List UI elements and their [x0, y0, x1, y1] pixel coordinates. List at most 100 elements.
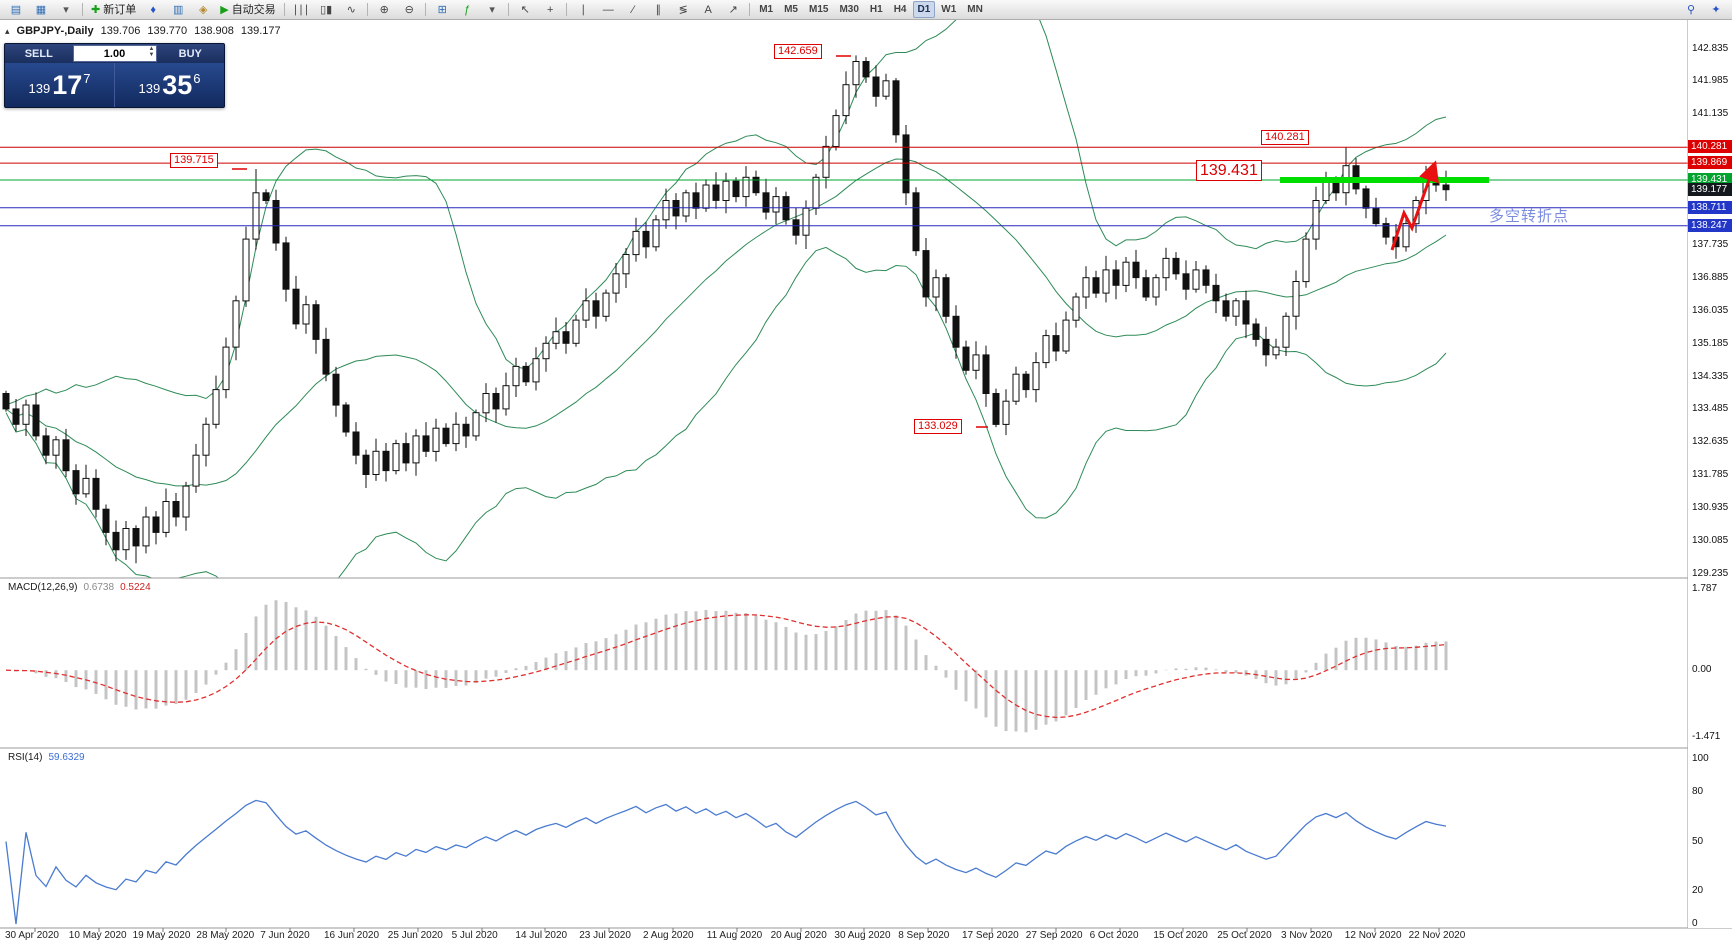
text-label-icon: A — [704, 3, 712, 16]
toolbar-separator — [367, 3, 369, 16]
autotrade-button[interactable]: ▶ 自动交易 — [216, 1, 279, 19]
price-axis-label: 130.935 — [1692, 502, 1729, 513]
price-axis-label: 129.235 — [1692, 568, 1729, 579]
candlestick-chart-icon[interactable]: ▯▮ — [314, 1, 338, 19]
price-axis-label: 136.885 — [1692, 272, 1729, 283]
price-callout-label[interactable]: 133.029 — [914, 419, 962, 434]
profiles-caret-icon: ▾ — [63, 3, 69, 16]
price-axis[interactable]: 142.835 141.985 141.135 137.735 136.885 136.0… — [1688, 0, 1732, 929]
indicators-icon[interactable]: ƒ — [455, 1, 479, 19]
date-axis-label: 17 Sep 2020 — [962, 930, 1019, 941]
buy-button[interactable]: 139 35 6 — [115, 63, 224, 107]
tile-windows-icon: ⊞ — [437, 3, 447, 16]
arrows-icon[interactable]: ↗ — [721, 1, 745, 19]
timeframe-button-m5[interactable]: M5 — [784, 4, 798, 15]
chart-settings-icon[interactable]: ✦ — [1704, 1, 1728, 19]
buy-header[interactable]: BUY — [178, 47, 202, 60]
timeframe-button-m1[interactable]: M1 — [759, 4, 774, 15]
trend-arrow[interactable] — [1390, 160, 1439, 251]
price-axis-chip: 139.869 — [1688, 156, 1732, 169]
crosshair-icon[interactable]: + — [538, 1, 562, 19]
data-window-icon[interactable]: ▥ — [166, 1, 190, 19]
navigator-icon[interactable]: ◈ — [191, 1, 215, 19]
chart-profiles-icon[interactable]: ▦ — [29, 1, 53, 19]
market-watch-icon: ♦ — [150, 3, 157, 16]
price-axis-label: 132.635 — [1692, 436, 1729, 447]
price-axis-label: 131.785 — [1692, 469, 1729, 480]
macd-axis-label: -1.471 — [1692, 731, 1721, 742]
trendline-icon[interactable]: ∕ — [621, 1, 645, 19]
profiles-caret-icon[interactable]: ▾ — [54, 1, 78, 19]
horizontal-line-icon[interactable]: ― — [596, 1, 620, 19]
tile-windows-icon[interactable]: ⊞ — [430, 1, 454, 19]
price-axis-label: 136.035 — [1692, 305, 1729, 316]
price-axis-label: 142.835 — [1692, 43, 1729, 54]
cursor-icon[interactable]: ↖ — [513, 1, 537, 19]
timeframe-button-d1[interactable]: D1 — [912, 1, 936, 18]
rsi-line — [5, 799, 1447, 925]
main-price-panel — [0, 20, 1688, 578]
lot-size-input[interactable]: 1.00 ▲ ▼ — [72, 45, 157, 62]
lot-spinner[interactable]: ▲ ▼ — [148, 46, 155, 58]
date-axis-label: 6 Oct 2020 — [1089, 930, 1139, 941]
price-callout-label[interactable]: 139.431 — [1196, 160, 1262, 181]
rsi-axis-label: 0 — [1692, 918, 1698, 929]
rsi-name: RSI(14) — [8, 752, 43, 763]
bar-chart-icon: ∣∣∣ — [292, 3, 310, 16]
text-label-icon[interactable]: A — [696, 1, 720, 19]
date-axis[interactable]: 30 Apr 2020 10 May 2020 19 May 2020 28 May … — [0, 929, 1688, 942]
date-axis-label: 27 Sep 2020 — [1025, 930, 1083, 941]
vertical-line-icon[interactable]: ∣ — [571, 1, 595, 19]
date-axis-label: 11 Aug 2020 — [706, 930, 763, 941]
search-icon[interactable]: ⚲ — [1679, 1, 1703, 19]
vertical-line-icon: ∣ — [580, 3, 586, 16]
collapse-trade-panel-icon[interactable]: ▴ — [5, 25, 10, 36]
fibonacci-icon: ≶ — [678, 3, 688, 16]
sell-header[interactable]: SELL — [24, 47, 53, 60]
sell-button[interactable]: 139 17 7 — [5, 63, 115, 107]
date-axis-label: 12 Nov 2020 — [1344, 930, 1402, 941]
timeframe-button-h4[interactable]: H4 — [893, 4, 907, 15]
indicators-caret-icon: ▾ — [489, 3, 495, 16]
ohlc-low: 138.908 — [194, 25, 234, 37]
channel-icon[interactable]: ∥ — [646, 1, 670, 19]
price-axis-chip: 138.247 — [1688, 219, 1732, 232]
toolbar-separator — [566, 3, 568, 16]
timeframe-button-m15[interactable]: M15 — [809, 4, 829, 15]
date-axis-label: 30 Apr 2020 — [5, 930, 59, 941]
date-axis-label: 23 Jul 2020 — [579, 930, 631, 941]
cursor-icon: ↖ — [520, 3, 530, 16]
timeframe-button-m30[interactable]: M30 — [839, 4, 859, 15]
crosshair-icon: + — [546, 3, 554, 16]
fibonacci-icon[interactable]: ≶ — [671, 1, 695, 19]
timeframe-button-w1[interactable]: W1 — [941, 4, 957, 15]
rsi-panel — [5, 799, 1447, 925]
rsi-axis-label: 50 — [1692, 836, 1704, 847]
rsi-axis-label: 100 — [1692, 753, 1709, 764]
timeframe-button-h1[interactable]: H1 — [869, 4, 883, 15]
price-callout-label[interactable]: 140.281 — [1261, 130, 1309, 145]
macd-axis-label: 1.787 — [1692, 583, 1718, 594]
price-axis-chip: 138.711 — [1688, 201, 1732, 214]
price-axis-label: 133.485 — [1692, 403, 1729, 414]
price-callout-label[interactable]: 142.659 — [774, 44, 822, 59]
indicators-caret-icon[interactable]: ▾ — [480, 1, 504, 19]
date-axis-label: 20 Aug 2020 — [770, 930, 827, 941]
zoom-out-icon[interactable]: ⊖ — [397, 1, 421, 19]
timeframe-button-mn[interactable]: MN — [967, 4, 983, 15]
rsi-axis-label: 80 — [1692, 786, 1704, 797]
zoom-in-icon[interactable]: ⊕ — [372, 1, 396, 19]
price-axis-label: 130.085 — [1692, 535, 1729, 546]
price-axis-label: 134.335 — [1692, 371, 1729, 382]
line-chart-icon[interactable]: ∿ — [339, 1, 363, 19]
price-callout-label[interactable]: 139.715 — [170, 153, 218, 168]
market-watch-icon[interactable]: ♦ — [141, 1, 165, 19]
date-axis-label: 8 Sep 2020 — [898, 930, 950, 941]
new-chart-icon[interactable]: ▤ — [4, 1, 28, 19]
bar-chart-icon[interactable]: ∣∣∣ — [289, 1, 314, 19]
new-order-button[interactable]: ✚ 新订单 — [87, 1, 140, 19]
macd-name: MACD(12,26,9) — [8, 582, 78, 593]
